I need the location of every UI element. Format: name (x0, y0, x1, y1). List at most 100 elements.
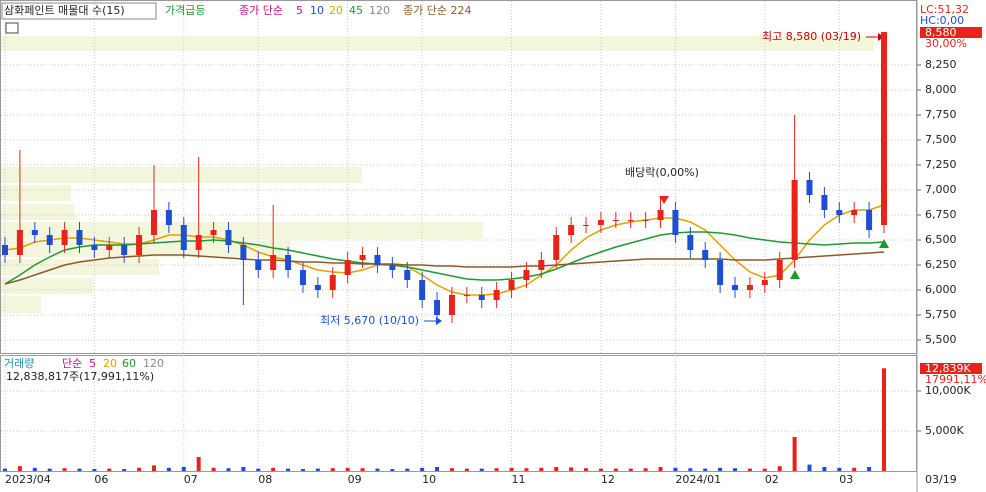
candle-body (687, 235, 694, 250)
candle-body (717, 260, 724, 285)
ma-period: 45 (349, 4, 363, 17)
volume-bar (658, 467, 663, 471)
candle-body (597, 220, 604, 225)
y-tick-label: 6,000 (925, 283, 957, 296)
volume-bar (77, 468, 82, 471)
profile-bar (1, 204, 75, 220)
candle-body (255, 260, 262, 270)
x-tick-label: 2024/01 (675, 473, 721, 486)
profile-bar (1, 278, 93, 294)
volume-bar (122, 469, 127, 471)
candle-body (225, 230, 232, 245)
high-annotation: 최고 8,580 (03/19) (762, 30, 861, 43)
candle-body (538, 260, 545, 270)
volume-info: 12,838,817주(17,991,11%) (6, 370, 154, 383)
candle-body (270, 255, 277, 270)
candle-body (642, 220, 649, 221)
candle-body (791, 180, 798, 260)
candle-body (508, 280, 515, 290)
candle-body (106, 245, 113, 250)
hc-info: HC:0,00 (920, 14, 964, 27)
volume-bar (822, 467, 827, 471)
title-box[interactable] (1, 2, 157, 20)
dividend-annotation: 배당락(0,00%) (625, 166, 699, 179)
volume-bar (345, 467, 350, 471)
candle-body (359, 255, 366, 260)
candle-body (31, 230, 38, 235)
grid (1, 1, 916, 471)
x-tick-label: 11 (512, 473, 526, 486)
y-tick-label: 7,000 (925, 183, 957, 196)
volume-bar (792, 437, 797, 471)
low-annotation: 최저 5,670 (10/10) (320, 314, 419, 327)
candle-body (150, 210, 157, 235)
volume-bar (166, 467, 171, 471)
volume-bar (17, 466, 22, 471)
x-tick-label: 2023/04 (5, 473, 51, 486)
candle-body (821, 195, 828, 210)
candle-body (627, 220, 634, 221)
volume-bar (435, 467, 440, 471)
volume-bar (673, 467, 678, 471)
volume-bar (47, 468, 52, 471)
date-label: 03/19 (925, 473, 957, 486)
volume-bar (718, 467, 723, 471)
volume-ma-period: 5 (89, 357, 96, 370)
x-tick-label: 06 (94, 473, 108, 486)
volume-bar (882, 368, 886, 471)
dividend-marker (659, 196, 669, 204)
candle-body (702, 250, 709, 260)
chart-title: 삼화페인트 매물대 수(15) (4, 4, 125, 17)
signal-legend: 가격급등 (165, 4, 205, 17)
candle-body (285, 255, 292, 270)
volume-bar (375, 468, 380, 471)
volume-bar (733, 468, 738, 471)
volume-bar (32, 467, 37, 471)
candle-body (16, 230, 23, 255)
volume-bar (584, 468, 589, 471)
profile-bar (1, 296, 41, 313)
volume-bar (3, 468, 7, 471)
table-icon[interactable] (5, 22, 19, 34)
candle-body (568, 225, 575, 235)
y-tick-label: 7,250 (925, 158, 957, 171)
candle-body (404, 270, 411, 280)
ma-legend: 종가 단순 (239, 4, 283, 17)
volume-bar (747, 468, 752, 471)
candle-body (463, 295, 470, 296)
candle-body (240, 245, 247, 260)
candle-body (389, 265, 396, 270)
last-volume: 12,839K (925, 362, 971, 375)
profile-bar (1, 259, 159, 275)
candle-body (523, 270, 530, 280)
volume-bar (271, 467, 276, 471)
volume-bar (479, 468, 484, 471)
y-tick-label: 6,500 (925, 233, 957, 246)
volume-bar (151, 465, 156, 471)
volume-bar (494, 468, 499, 471)
volume-bar (524, 468, 529, 471)
volume-bar (509, 467, 514, 471)
candle-body (553, 235, 560, 260)
x-tick-label: 09 (348, 473, 362, 486)
candle-body (493, 290, 500, 300)
candle-body (374, 255, 381, 265)
candle-body (344, 260, 351, 275)
ma-long-legend: 종가 단순 224 (403, 4, 471, 17)
candle-body (612, 220, 619, 221)
volume-bar (300, 469, 305, 471)
volume-bar (420, 467, 425, 471)
rate-info: 30,00% (925, 37, 967, 50)
ma-period: 20 (329, 4, 343, 17)
candle-body (851, 210, 858, 215)
volume-bar (554, 467, 559, 471)
volume-bar (613, 468, 618, 471)
candle-body (46, 235, 53, 245)
candle-body (746, 285, 753, 290)
volume-bar (360, 468, 365, 471)
x-tick-label: 03 (839, 473, 853, 486)
volume-bar (852, 467, 857, 471)
candle-body (121, 245, 128, 255)
y-tick-label: 6,750 (925, 208, 957, 221)
